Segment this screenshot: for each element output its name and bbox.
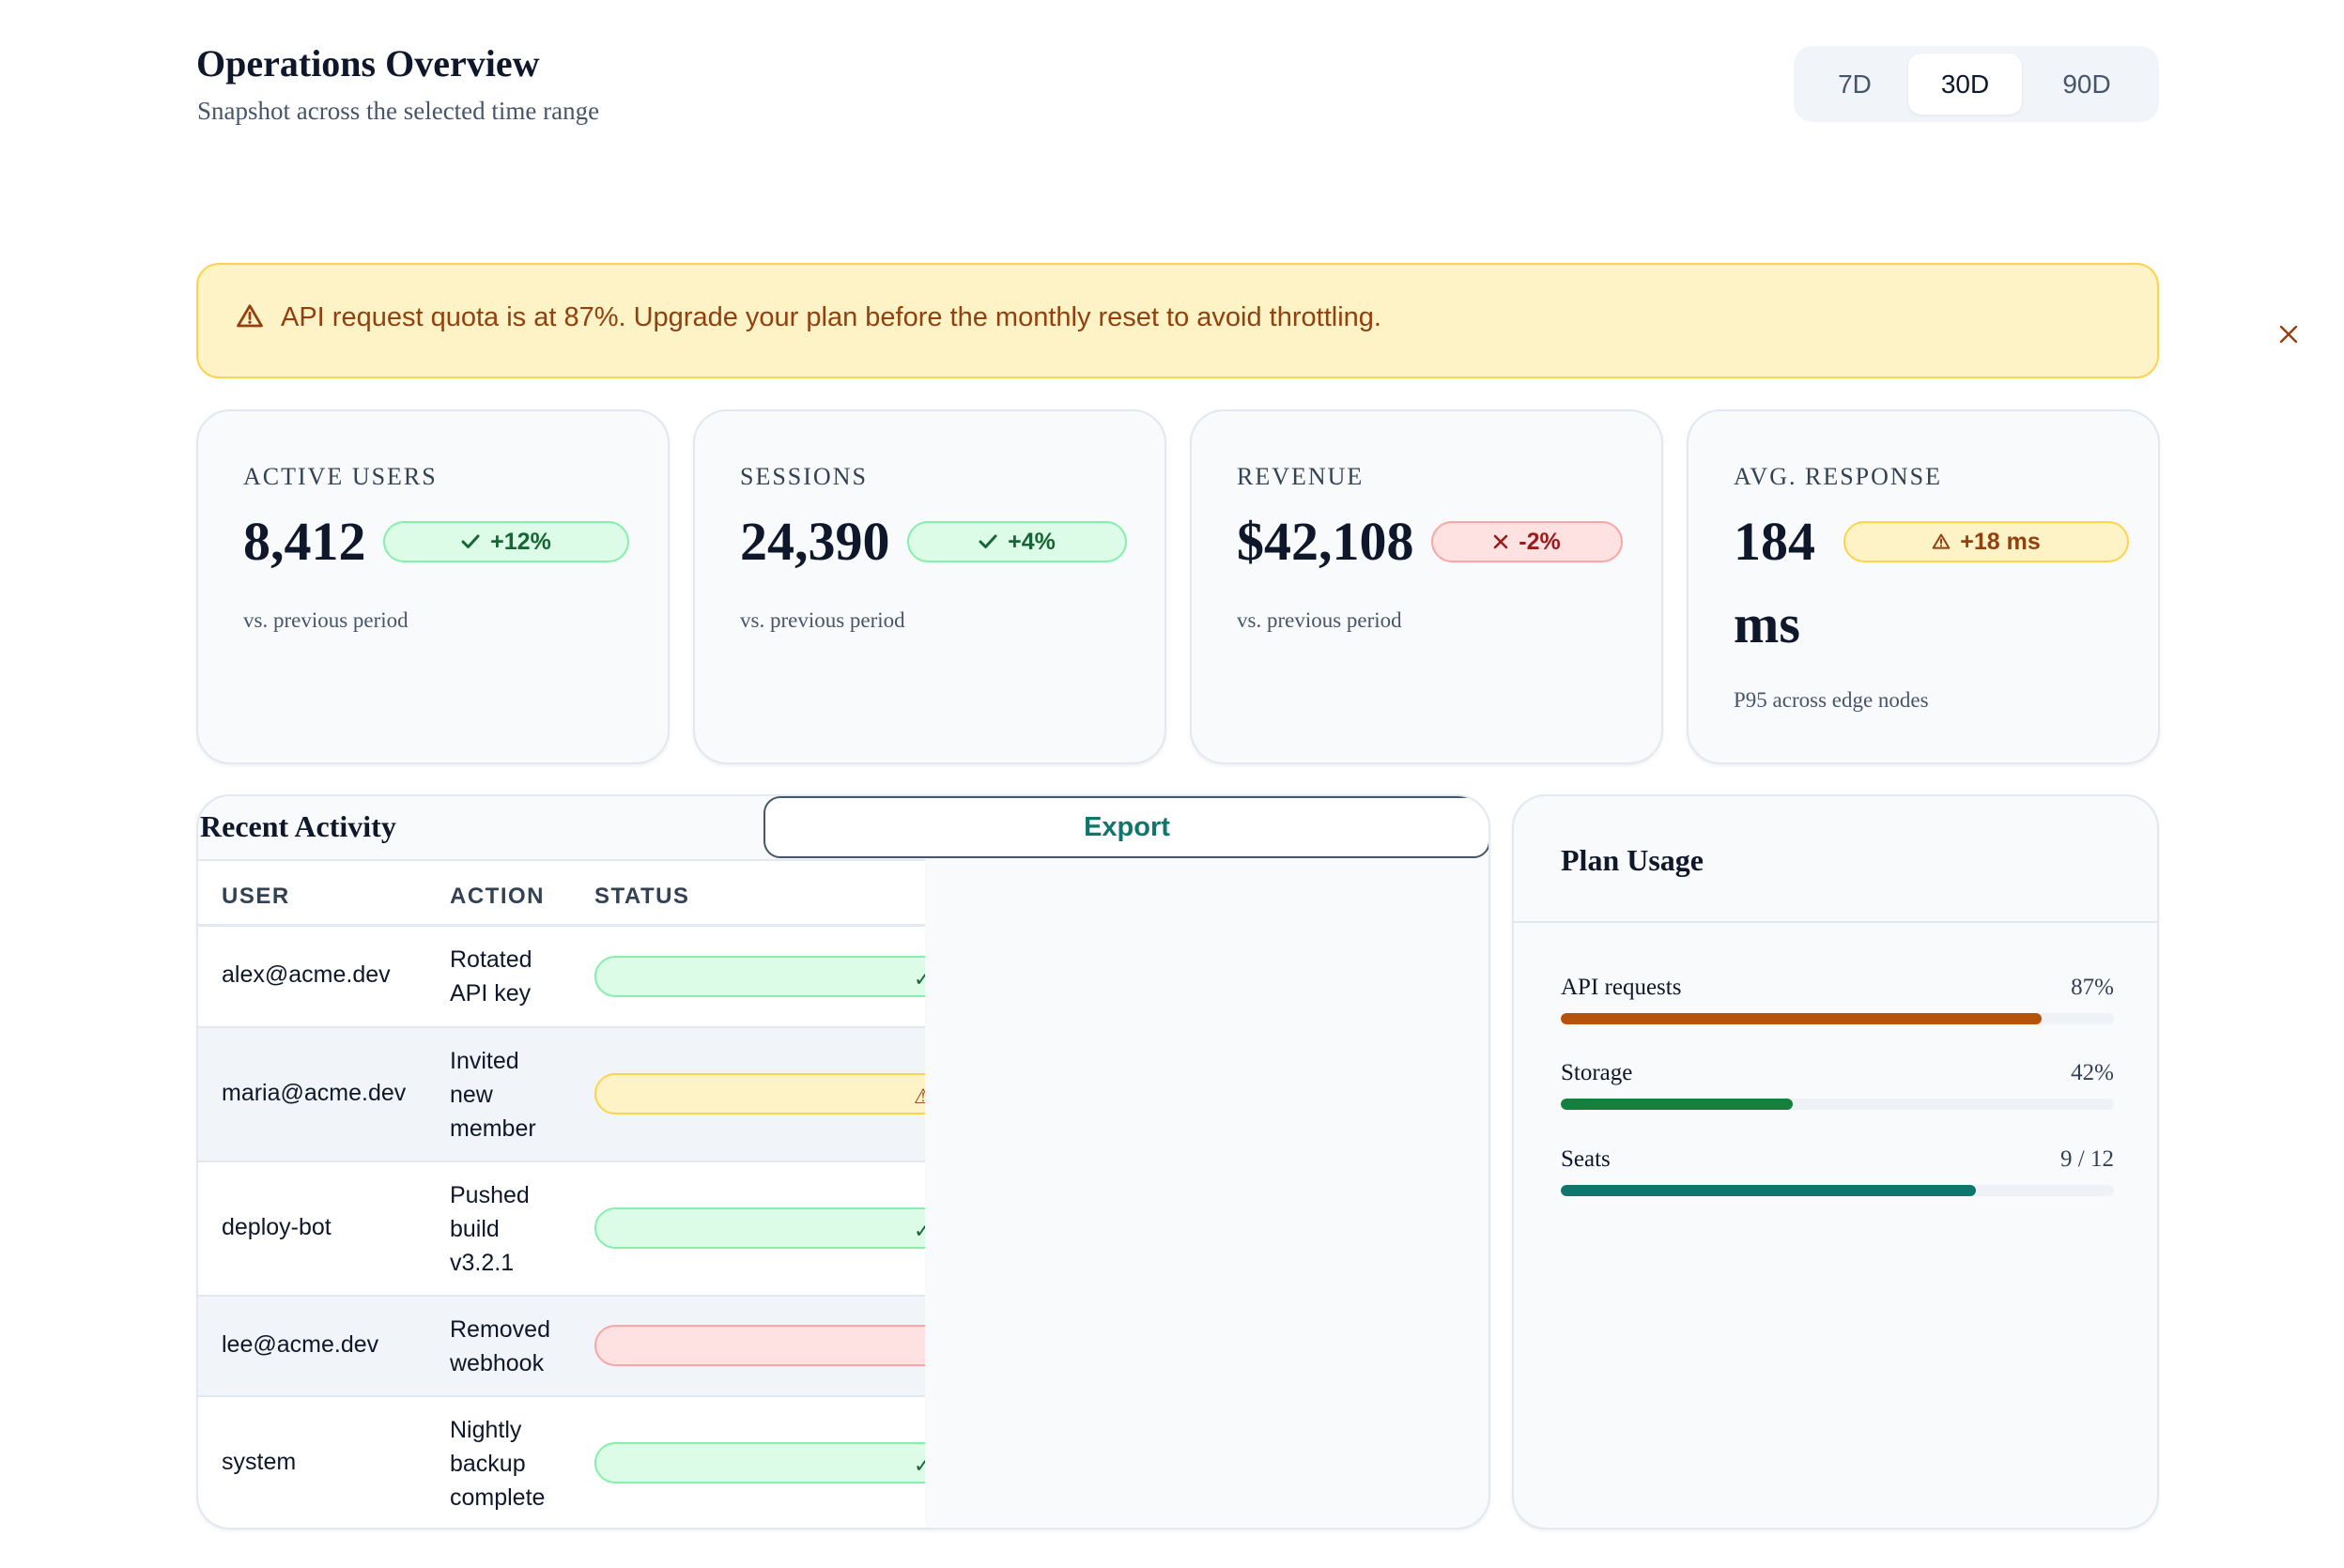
range-7d-button[interactable]: 7D	[1838, 69, 1872, 99]
kpi-card-active-users: ACTIVE USERS 8,412 +12% vs. previous per…	[196, 409, 670, 764]
column-header-user: USER	[222, 884, 290, 909]
table-row[interactable]: alex@acme.dev Rotated API key ✓	[198, 927, 925, 1028]
kpi-note: vs. previous period	[243, 608, 409, 632]
kpi-card-revenue: REVENUE $42,108 -2% vs. previous period	[1190, 409, 1663, 764]
kpi-value: $42,108	[1237, 511, 1414, 572]
progress-track	[1561, 1099, 2114, 1110]
trend-badge: +18 ms	[1843, 521, 2129, 562]
status-badge: ✓	[594, 1442, 925, 1483]
range-30d-button[interactable]: 30D	[1908, 54, 2022, 115]
kpi-value: 184	[1734, 511, 1815, 572]
close-icon	[2279, 325, 2298, 344]
check-icon: ✓	[914, 1453, 925, 1478]
trend-badge: +4%	[906, 521, 1127, 562]
warning-icon: ⚠	[914, 1084, 925, 1109]
panel-title: Plan Usage	[1561, 843, 1704, 877]
kpi-note: vs. previous period	[1237, 608, 1402, 632]
kpi-value: 24,390	[740, 511, 890, 572]
page-title: Operations Overview	[196, 42, 540, 85]
row-user: deploy-bot	[222, 1214, 332, 1240]
quota-alert-banner: API request quota is at 87%. Upgrade you…	[196, 263, 2298, 378]
alert-message: API request quota is at 87%. Upgrade you…	[281, 302, 1381, 332]
row-action: Pushed build v3.2.1	[450, 1182, 530, 1276]
divider	[1514, 921, 2157, 923]
page-subtitle: Snapshot across the selected time range	[197, 97, 600, 125]
time-range-selector: 7D 30D 90D	[1794, 46, 2159, 122]
table-row[interactable]: lee@acme.dev Removed webhook	[198, 1297, 925, 1397]
row-action: Rotated API key	[450, 946, 532, 1007]
status-badge: ⚠	[594, 1073, 925, 1115]
recent-activity-panel: Recent Activity Export USER ACTION STATU…	[196, 794, 1490, 1530]
trend-badge: -2%	[1430, 521, 1623, 562]
trend-value: +12%	[490, 528, 551, 555]
check-icon	[979, 534, 997, 548]
kpi-note: P95 across edge nodes	[1734, 688, 1929, 712]
progress-fill	[1561, 1099, 1794, 1110]
column-header-status: STATUS	[594, 884, 690, 909]
kpi-label: SESSIONS	[740, 463, 868, 490]
kpi-label: ACTIVE USERS	[243, 463, 438, 490]
usage-value: 42%	[2071, 1060, 2114, 1085]
status-badge: ✓	[594, 956, 925, 997]
check-icon	[461, 534, 480, 548]
row-action: Nightly backup complete	[450, 1417, 546, 1511]
status-badge: ✓	[594, 1207, 925, 1249]
kpi-card-avg-response: AVG. RESPONSE 184 +18 ms ms P95 across e…	[1687, 409, 2160, 764]
export-button[interactable]: Export	[763, 796, 1488, 858]
usage-label: Seats	[1561, 1146, 1611, 1172]
table-row[interactable]: maria@acme.dev Invited new member ⚠	[198, 1028, 925, 1162]
warning-icon	[237, 304, 263, 328]
row-user: system	[222, 1449, 297, 1475]
check-icon: ✓	[914, 967, 925, 992]
usage-value: 87%	[2071, 975, 2114, 1000]
row-action: Invited new member	[450, 1048, 536, 1142]
kpi-unit: ms	[1734, 593, 1800, 654]
plan-usage-panel: Plan Usage API requests 87% Storage 42% …	[1512, 794, 2159, 1530]
trend-badge: +12%	[382, 521, 629, 562]
usage-value: 9 / 12	[2060, 1146, 2114, 1172]
activity-table: USER ACTION STATUS alex@acme.dev Rotated…	[198, 859, 925, 1528]
alert-close-button[interactable]	[2264, 310, 2313, 359]
trend-value: +4%	[1008, 528, 1056, 555]
check-icon: ✓	[914, 1219, 925, 1243]
table-row[interactable]: deploy-bot Pushed build v3.2.1 ✓	[198, 1162, 925, 1297]
kpi-note: vs. previous period	[740, 608, 905, 632]
row-user: alex@acme.dev	[222, 961, 391, 988]
progress-fill	[1561, 1013, 2043, 1024]
row-action: Removed webhook	[450, 1316, 550, 1376]
kpi-value: 8,412	[243, 511, 366, 572]
table-header: USER ACTION STATUS	[198, 861, 925, 927]
kpi-label: AVG. RESPONSE	[1734, 463, 1943, 490]
table-row[interactable]: system Nightly backup complete ✓	[198, 1397, 925, 1528]
usage-label: Storage	[1561, 1060, 1633, 1085]
warning-icon	[1932, 533, 1951, 549]
progress-track	[1561, 1185, 2114, 1196]
x-icon	[1493, 534, 1508, 549]
trend-value: +18 ms	[1960, 528, 2041, 555]
kpi-label: REVENUE	[1237, 463, 1365, 490]
trend-value: -2%	[1519, 528, 1561, 555]
column-header-action: ACTION	[450, 884, 545, 909]
status-badge	[594, 1325, 925, 1366]
kpi-card-sessions: SESSIONS 24,390 +4% vs. previous period	[693, 409, 1166, 764]
range-90d-button[interactable]: 90D	[2062, 69, 2111, 99]
progress-fill	[1561, 1185, 1976, 1196]
row-user: lee@acme.dev	[222, 1331, 379, 1358]
progress-track	[1561, 1013, 2114, 1024]
row-user: maria@acme.dev	[222, 1080, 407, 1106]
usage-label: API requests	[1561, 975, 1682, 1000]
panel-title: Recent Activity	[200, 809, 396, 843]
